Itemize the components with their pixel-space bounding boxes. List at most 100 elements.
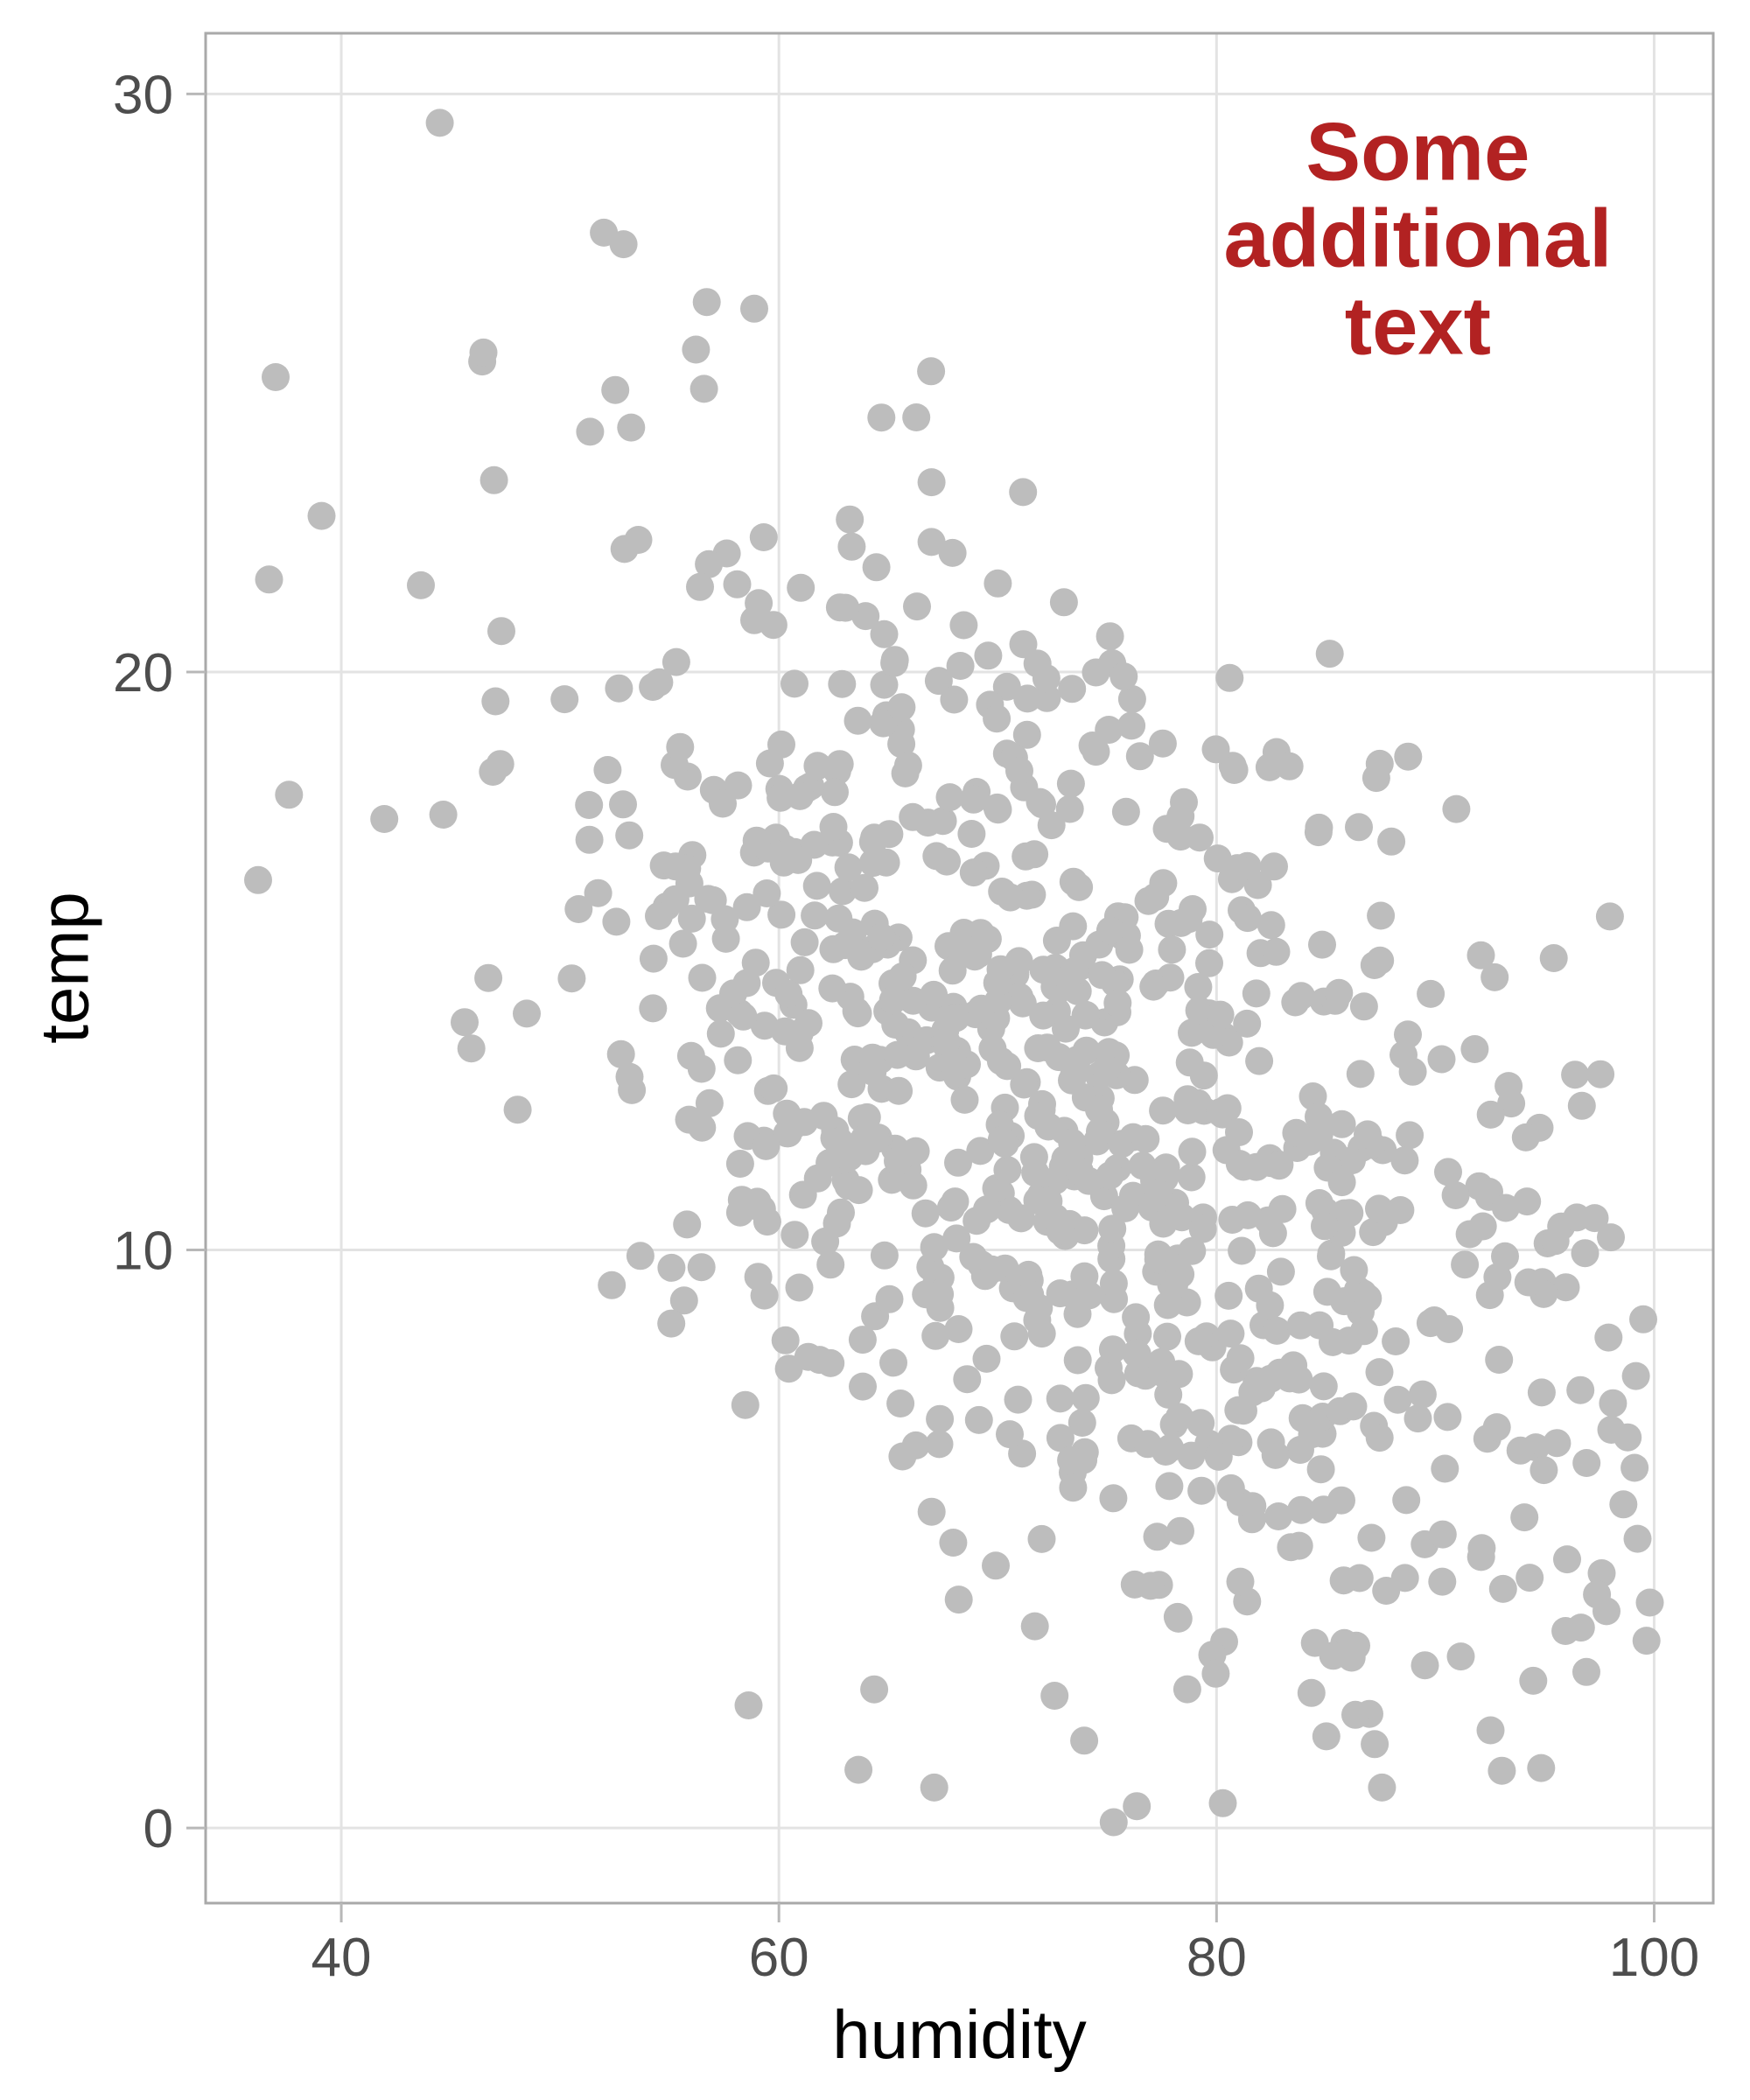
data-point (1040, 1203, 1069, 1232)
data-point (1434, 1158, 1462, 1186)
data-point (966, 1137, 995, 1166)
data-point (1124, 1359, 1152, 1388)
data-point (996, 883, 1025, 912)
data-point (1096, 622, 1124, 651)
data-point (1149, 1096, 1178, 1125)
data-point (1028, 790, 1056, 819)
data-point (1070, 1726, 1099, 1755)
data-point (1208, 1788, 1237, 1817)
data-point (1583, 1580, 1612, 1609)
data-point (1377, 827, 1406, 856)
data-point (794, 1009, 822, 1038)
data-point (741, 948, 770, 977)
data-point (695, 1088, 724, 1117)
data-point (939, 1047, 968, 1076)
data-point (1166, 1516, 1194, 1545)
data-point (1216, 1320, 1245, 1348)
data-point (1571, 1239, 1600, 1268)
data-point (903, 592, 931, 621)
data-point (1046, 1424, 1074, 1452)
data-point (732, 892, 761, 921)
data-point (1563, 1203, 1592, 1232)
data-point (1056, 769, 1085, 798)
data-point (867, 923, 896, 951)
data-point (959, 785, 988, 814)
data-point (1595, 902, 1624, 931)
data-point (1431, 1454, 1460, 1483)
data-point (1234, 1200, 1263, 1229)
data-point (1178, 1236, 1207, 1265)
data-point (593, 756, 622, 784)
data-point (1428, 1567, 1457, 1596)
data-point (982, 1551, 1010, 1580)
data-point (1382, 1327, 1410, 1355)
data-point (1587, 1559, 1616, 1587)
data-point (1143, 1522, 1172, 1551)
data-point (917, 357, 946, 386)
data-point (1623, 1524, 1652, 1553)
data-point (1305, 1102, 1333, 1131)
data-point (610, 535, 639, 564)
data-point (917, 1497, 946, 1526)
data-point (1248, 1374, 1276, 1403)
data-point (1173, 1085, 1202, 1114)
data-point (983, 969, 1012, 998)
data-point (1082, 738, 1110, 766)
data-point (682, 335, 710, 364)
data-point (1635, 1588, 1664, 1617)
data-point (1172, 1675, 1201, 1704)
data-point (816, 1250, 845, 1279)
data-point (1032, 683, 1061, 712)
data-point (1427, 1045, 1456, 1074)
data-point (1233, 1009, 1262, 1038)
data-point (1092, 1054, 1121, 1083)
data-point (1027, 1320, 1056, 1348)
data-point (1597, 1416, 1626, 1444)
data-point (1325, 978, 1354, 1007)
data-point (244, 865, 272, 894)
data-point (1566, 1376, 1595, 1404)
data-point (1242, 979, 1270, 1008)
data-point (1137, 1572, 1165, 1600)
data-point (1392, 1486, 1421, 1515)
data-point (1408, 1380, 1437, 1409)
data-point (1354, 1120, 1382, 1149)
data-point (639, 944, 668, 973)
data-point (944, 1148, 972, 1177)
data-point (901, 1431, 930, 1460)
data-point (469, 338, 498, 367)
data-point (1260, 852, 1288, 881)
data-point (786, 781, 815, 810)
data-point (983, 793, 1012, 822)
data-point (1149, 1209, 1178, 1238)
data-point (1019, 1143, 1048, 1172)
data-point (695, 550, 724, 578)
data-point (1284, 1365, 1313, 1394)
data-point (870, 620, 899, 648)
data-point (1058, 675, 1087, 704)
data-point (1009, 478, 1038, 507)
data-point (1188, 1214, 1217, 1243)
data-point (818, 974, 847, 1003)
data-point (1516, 1564, 1544, 1592)
data-point (938, 956, 967, 985)
x-tick-label: 40 (312, 1928, 372, 1988)
data-point (939, 1529, 968, 1557)
data-point (887, 730, 916, 759)
data-point (787, 573, 816, 602)
data-point (957, 820, 986, 848)
data-point (1275, 752, 1304, 780)
data-point (407, 570, 435, 599)
data-point (1009, 630, 1038, 659)
data-point (1349, 992, 1378, 1021)
data-point (1365, 1358, 1394, 1387)
data-point (1365, 1424, 1394, 1452)
data-point (1117, 711, 1146, 740)
data-point (1327, 1168, 1356, 1197)
data-point (1206, 1098, 1235, 1127)
data-point (917, 468, 946, 497)
data-point (759, 611, 788, 640)
data-point (834, 853, 863, 882)
